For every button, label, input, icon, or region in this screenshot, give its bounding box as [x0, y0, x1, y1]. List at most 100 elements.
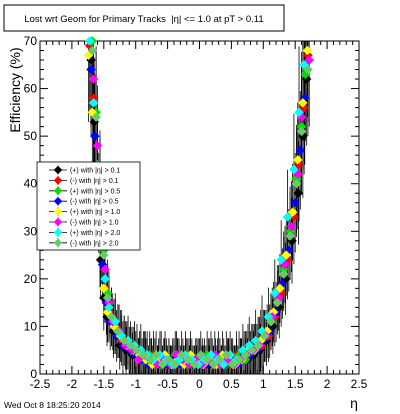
data-point-series-7	[303, 64, 313, 75]
data-point-series-6	[276, 254, 287, 265]
data-point-series-7	[259, 331, 270, 341]
legend-marker	[53, 176, 63, 185]
data-point-series-7	[291, 178, 302, 189]
data-point-series-7	[227, 359, 238, 370]
legend-marker	[53, 207, 63, 216]
y-axis-title: Efficiency (%)	[7, 47, 23, 132]
data-point-series-7	[202, 354, 213, 365]
y-tick-label: 20	[24, 272, 38, 286]
legend-marker	[53, 238, 63, 248]
data-point-series-4	[292, 155, 303, 165]
data-point-series-1	[289, 212, 299, 222]
legend-entry-label: (+) with |η| > 0.5	[70, 188, 120, 195]
data-point-series-7	[119, 335, 130, 346]
data-point-series-7	[164, 354, 174, 365]
legend-entry-label: (+) with |η| > 1.0	[70, 209, 120, 216]
data-point-series-6	[269, 288, 280, 298]
data-point-series-7	[272, 297, 283, 308]
legend-marker	[53, 165, 63, 175]
data-point-series-7	[246, 345, 257, 356]
data-point-series-5	[88, 74, 99, 84]
data-point-series-3	[295, 145, 306, 156]
legend-entry-label: (-) with |η| > 0.1	[70, 178, 119, 185]
legend-entry-label: (-) with |η| > 2.0	[70, 240, 119, 247]
data-point-series-7	[157, 359, 168, 370]
data-point-series-6	[100, 274, 110, 284]
data-point-series-5	[304, 55, 315, 65]
y-tick-label: 0	[30, 367, 37, 381]
data-point-series-7	[234, 354, 244, 365]
x-tick-label: 1.5	[287, 377, 304, 391]
data-point-series-7	[240, 350, 251, 360]
data-point-series-7	[266, 316, 276, 327]
data-point-series-4	[281, 250, 292, 260]
data-markers	[83, 36, 315, 370]
data-point-series-5	[286, 221, 297, 232]
data-point-series-7	[144, 354, 155, 365]
data-point-series-7	[189, 359, 200, 370]
data-point-series-7	[195, 350, 206, 360]
data-point-series-7	[176, 350, 187, 360]
footer-timestamp: Wed Oct 8 18:25:20 2014	[4, 400, 101, 410]
x-tick-label: 0.5	[223, 377, 240, 391]
data-point-series-7	[215, 354, 225, 365]
legend-marker	[53, 196, 63, 206]
data-point-series-7	[112, 326, 123, 337]
legend-entry-label: (-) with |η| > 1.0	[70, 220, 119, 227]
data-point-series-7	[151, 350, 161, 360]
data-point-series-7	[296, 126, 307, 137]
data-point-series-7	[170, 359, 181, 370]
x-tick-label: 1	[260, 377, 267, 391]
data-point-series-7	[208, 359, 219, 370]
x-axis-title: η	[350, 395, 358, 411]
data-point-series-7	[106, 312, 117, 322]
legend-entry-label: (+) with |η| > 0.1	[70, 168, 120, 175]
data-point-series-7	[98, 250, 109, 260]
data-point-series-4	[98, 283, 109, 294]
data-point-series-7	[87, 45, 98, 56]
x-tick-label: -1	[130, 377, 141, 391]
data-point-series-5	[100, 264, 110, 275]
data-point-series-7	[91, 112, 101, 122]
data-point-series-5	[133, 354, 144, 365]
y-tick-label: 30	[24, 224, 38, 238]
x-tick-label: -2	[67, 377, 78, 391]
legend-marker	[53, 217, 63, 227]
data-point-series-7	[138, 350, 149, 360]
data-point-series-7	[221, 350, 232, 360]
data-point-series-6	[88, 97, 99, 108]
data-point-series-4	[275, 283, 285, 294]
data-point-series-3	[86, 64, 96, 75]
chart-title: Lost wrt Geom for Primary Tracks |η| <= …	[24, 14, 263, 25]
x-tick-label: 0	[196, 377, 203, 391]
data-point-series-6	[289, 164, 299, 175]
data-point-series-6	[104, 302, 114, 313]
legend-entry-label: (+) with |η| > 2.0	[70, 230, 120, 237]
data-point-series-7	[132, 345, 142, 356]
data-point-series-7	[183, 354, 193, 365]
x-tick-label: -1.5	[93, 377, 114, 391]
data-point-series-0	[301, 74, 312, 84]
data-point-series-7	[253, 340, 264, 351]
legend-entry-label: (-) with |η| > 0.5	[70, 199, 119, 206]
legend-marker	[53, 186, 63, 196]
data-point-series-7	[102, 293, 113, 303]
y-tick-label: 10	[24, 319, 38, 333]
title-box	[3, 4, 285, 32]
data-point-series-5	[92, 140, 103, 151]
data-point-series-3	[90, 131, 100, 141]
x-tick-label: -2.5	[30, 377, 51, 391]
y-tick-label: 40	[24, 177, 38, 191]
legend: (+) with |η| > 0.1 (-) with |η| > 0.1 (+) …	[36, 161, 141, 251]
y-tick-label: 60	[24, 82, 38, 96]
data-point-series-0	[293, 188, 304, 199]
data-point-series-7	[278, 269, 289, 279]
data-point-series-7	[285, 231, 295, 241]
axis-ticks: -2.5 -2 -1.5 -1 -0.5 0 0.5 1 1.5 2 2.5 0 10 20 30 40 50 6…	[24, 34, 368, 391]
data-point-series-4	[298, 97, 308, 108]
y-tick-label: 70	[24, 34, 38, 48]
data-point-series-6	[282, 212, 293, 222]
data-point-series-4	[302, 45, 313, 56]
data-point-series-6	[294, 107, 304, 118]
